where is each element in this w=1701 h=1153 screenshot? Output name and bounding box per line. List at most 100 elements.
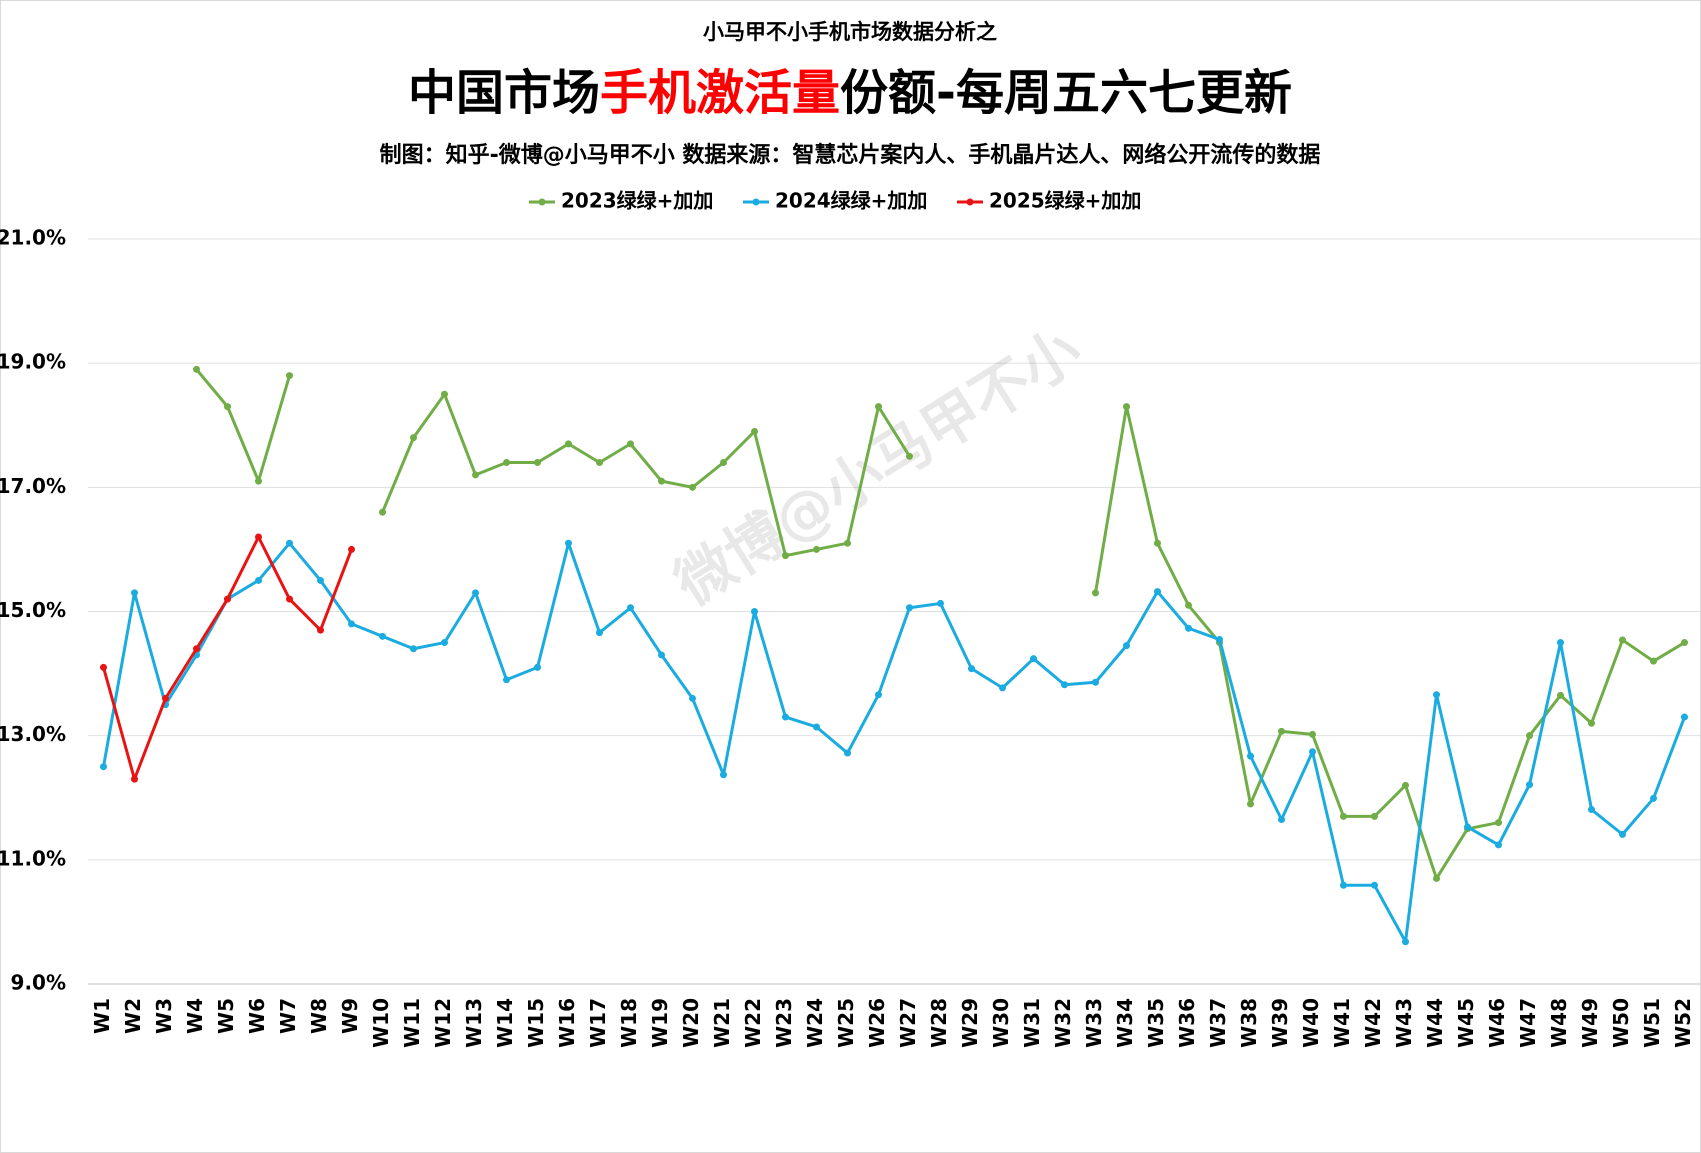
x-tick-label: W35 (1144, 998, 1168, 1048)
x-tick-label: W16 (555, 998, 579, 1048)
y-tick-label: 15.0% (0, 598, 66, 622)
legend-label: 2025绿绿+加加 (989, 189, 1141, 213)
point (1216, 635, 1223, 643)
point (1681, 639, 1688, 647)
x-tick-label: W15 (524, 998, 548, 1048)
point (782, 713, 789, 721)
x-tick-label: W52 (1671, 998, 1695, 1048)
y-tick-label: 21.0% (0, 226, 66, 250)
point (131, 589, 138, 597)
point (999, 684, 1006, 692)
x-tick-label: W25 (834, 998, 858, 1048)
chart-supertitle: 小马甲不小手机市场数据分析之 (703, 20, 997, 44)
point (565, 440, 572, 448)
point (255, 576, 262, 584)
point (968, 665, 975, 673)
point (224, 403, 231, 411)
x-tick-label: W2 (121, 998, 145, 1034)
point (1309, 748, 1316, 756)
y-tick-label: 17.0% (0, 474, 66, 498)
point (1557, 639, 1564, 647)
point (348, 545, 355, 553)
point (689, 694, 696, 702)
point (1433, 874, 1440, 882)
point (1526, 732, 1533, 740)
point (472, 589, 479, 597)
x-tick-label: W20 (679, 998, 703, 1048)
point (1278, 815, 1285, 823)
x-tick-label: W44 (1423, 998, 1447, 1048)
point (1030, 655, 1037, 663)
x-tick-label: W27 (896, 998, 920, 1048)
point (1092, 589, 1099, 597)
point (100, 663, 107, 671)
point (472, 471, 479, 479)
point (782, 552, 789, 560)
chart-title: 中国市场手机激活量份额-每周五六七更新 (408, 65, 1292, 121)
legend-label: 2023绿绿+加加 (561, 189, 713, 213)
point (1619, 636, 1626, 644)
x-tick-label: W22 (741, 998, 765, 1048)
point (503, 676, 510, 684)
x-tick-label: W45 (1454, 998, 1478, 1048)
point (1526, 781, 1533, 789)
x-tick-label: W38 (1237, 998, 1261, 1048)
point (1433, 691, 1440, 699)
series-line (195, 368, 1686, 880)
point (441, 639, 448, 647)
point (813, 723, 820, 731)
point (503, 459, 510, 466)
x-tick-label: W37 (1206, 998, 1230, 1048)
x-tick-label: W39 (1268, 998, 1292, 1048)
point (1464, 823, 1471, 831)
point (348, 620, 355, 628)
point (286, 372, 293, 380)
point (1340, 812, 1347, 820)
point (751, 427, 758, 435)
x-tick-label: W5 (214, 998, 238, 1034)
point (1371, 812, 1378, 820)
point (534, 459, 541, 466)
x-tick-label: W42 (1361, 998, 1385, 1048)
x-tick-label: W46 (1485, 998, 1509, 1048)
point (720, 459, 727, 466)
point (751, 608, 758, 615)
x-tick-label: W10 (369, 998, 393, 1048)
point (1154, 588, 1161, 596)
legend-marker (966, 198, 974, 206)
point (565, 539, 572, 547)
point (100, 763, 107, 771)
point (658, 477, 665, 485)
point (1340, 881, 1347, 889)
point (224, 595, 231, 603)
legend-marker (538, 198, 546, 206)
point (1092, 678, 1099, 686)
point (1123, 403, 1130, 411)
x-tick-label: W32 (1051, 998, 1075, 1048)
x-tick-label: W1 (90, 998, 114, 1034)
point (906, 452, 913, 460)
point (1619, 830, 1626, 838)
x-tick-label: W8 (307, 998, 331, 1034)
legend-marker (752, 198, 760, 206)
point (131, 775, 138, 783)
point (1402, 938, 1409, 946)
x-tick-label: W18 (617, 998, 641, 1048)
x-tick-label: W26 (865, 998, 889, 1048)
x-tick-label: W34 (1113, 998, 1137, 1048)
point (286, 595, 293, 603)
x-tick-label: W17 (586, 998, 610, 1048)
x-tick-label: W50 (1609, 998, 1633, 1048)
point (1650, 794, 1657, 802)
point (193, 645, 200, 653)
x-tick-label: W12 (431, 998, 455, 1048)
x-tick-label: W36 (1175, 998, 1199, 1048)
point (875, 403, 882, 411)
point (937, 599, 944, 607)
point (844, 539, 851, 547)
y-tick-label: 19.0% (0, 350, 66, 374)
point (410, 434, 417, 442)
x-tick-label: W47 (1516, 998, 1540, 1048)
